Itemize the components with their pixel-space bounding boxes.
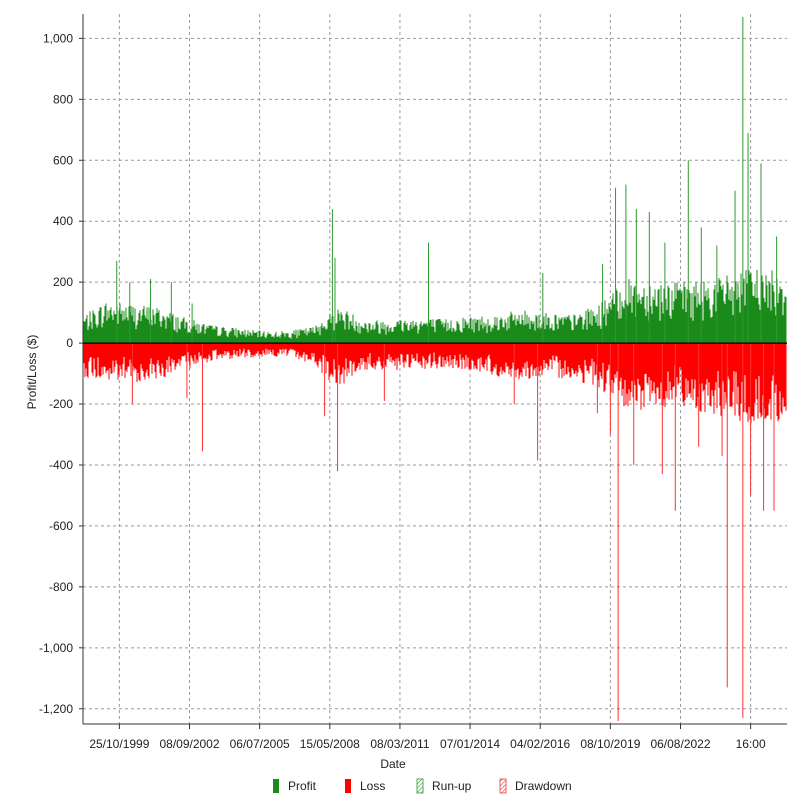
legend-label: Loss bbox=[360, 779, 385, 793]
y-tick-label: 200 bbox=[53, 275, 73, 289]
legend-label: Drawdown bbox=[515, 779, 572, 793]
x-tick-label: 06/08/2022 bbox=[650, 737, 710, 751]
legend-item-profit: Profit bbox=[273, 779, 317, 793]
legend-swatch bbox=[416, 778, 424, 794]
y-tick-label: 1,000 bbox=[43, 31, 73, 45]
legend: Profit Loss Run-up Drawdown bbox=[273, 778, 572, 794]
x-tick-label: 08/03/2011 bbox=[370, 737, 429, 751]
legend-swatch bbox=[273, 779, 279, 793]
x-tick-label: 08/10/2019 bbox=[580, 737, 640, 751]
x-tick-label: 07/01/2014 bbox=[440, 737, 500, 751]
y-tick-label: -600 bbox=[49, 519, 73, 533]
x-tick-label: 25/10/1999 bbox=[89, 737, 149, 751]
legend-label: Profit bbox=[288, 779, 317, 793]
y-tick-label: -400 bbox=[49, 458, 73, 472]
x-tick-label: 04/02/2016 bbox=[510, 737, 570, 751]
y-tick-label: 0 bbox=[66, 336, 73, 350]
y-tick-label: -200 bbox=[49, 397, 73, 411]
x-tick-label: 08/09/2002 bbox=[159, 737, 219, 751]
x-tick-label: 06/07/2005 bbox=[230, 737, 290, 751]
y-tick-label: -1,200 bbox=[39, 702, 73, 716]
data-layer bbox=[83, 17, 787, 721]
x-tick-label: 16:00 bbox=[736, 737, 766, 751]
y-tick-label: -800 bbox=[49, 580, 73, 594]
x-axis-title: Date bbox=[380, 757, 406, 771]
axis-layer: 1,000 800 600 400 200 0 -200 -400 -600 -800 -1,000… bbox=[39, 14, 787, 751]
legend-item-run-up: Run-up bbox=[416, 778, 472, 794]
y-tick-label: 600 bbox=[53, 153, 73, 167]
y-axis-title: Profit/Loss ($) bbox=[25, 335, 39, 410]
legend-swatch bbox=[499, 778, 507, 794]
x-tick-label: 15/05/2008 bbox=[300, 737, 360, 751]
legend-swatch bbox=[345, 779, 351, 793]
legend-item-loss: Loss bbox=[345, 779, 385, 793]
y-tick-label: 800 bbox=[53, 92, 73, 106]
y-tick-label: -1,000 bbox=[39, 641, 73, 655]
legend-label: Run-up bbox=[432, 779, 472, 793]
y-tick-label: 400 bbox=[53, 214, 73, 228]
legend-item-drawdown: Drawdown bbox=[499, 778, 572, 794]
